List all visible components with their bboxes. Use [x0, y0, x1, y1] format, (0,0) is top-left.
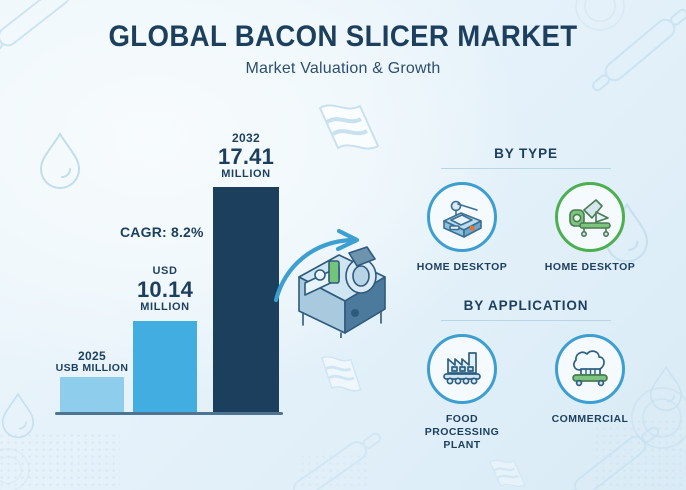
type-card-home-desktop-2[interactable]: HOME DESKTOP: [539, 182, 641, 274]
application-card-1-label: FOOD PROCESSING PLANT: [424, 413, 500, 452]
application-card-food-processing[interactable]: FOOD PROCESSING PLANT: [411, 334, 513, 452]
bar-2032-year: 2032: [232, 131, 260, 145]
application-card-2-circle: [555, 334, 625, 404]
by-application-heading-text: BY APPLICATION: [463, 298, 589, 313]
application-card-2-label: COMMERCIAL: [551, 413, 629, 425]
by-application-panel: BY APPLICATION: [396, 298, 656, 452]
bacon-slicer-machine-illustration: [298, 246, 386, 338]
bar-2025-year: 2025: [78, 349, 106, 363]
bar-10-14-value: 10.14: [136, 276, 194, 302]
by-application-cards: FOOD PROCESSING PLANT: [396, 334, 656, 452]
cagr-annotation: CAGR: 8.2%: [120, 224, 204, 240]
type-card-2-label: HOME DESKTOP: [544, 261, 636, 273]
by-type-cards: HOME DESKTOP: [396, 182, 656, 274]
type-card-2-circle: [555, 182, 625, 252]
bar-chart: 2025 USB MILLION USD 10.14 MILLION 2032 …: [0, 0, 360, 490]
bar-2025-label: 2025 USB MILLION: [32, 350, 152, 374]
page-subtitle: Market Valuation & Growth: [245, 60, 441, 77]
application-card-1-circle: [427, 334, 497, 404]
bar-2025-unit: USB MILLION: [55, 361, 129, 374]
by-type-divider: [441, 168, 611, 169]
application-card-commercial[interactable]: COMMERCIAL: [539, 334, 641, 452]
bar-10-14: [133, 321, 197, 412]
by-type-heading: BY TYPE: [396, 146, 656, 169]
bar-2025: [60, 377, 124, 412]
factory-conveyor-icon: [443, 352, 481, 385]
bar-2032: [213, 187, 279, 412]
type-card-1-circle: [427, 182, 497, 252]
bar-10-14-currency: USD: [152, 265, 178, 277]
conveyor-slicer-icon: [569, 199, 611, 237]
bar-2032-value: 17.41: [217, 143, 275, 169]
bar-10-14-label: USD 10.14 MILLION: [105, 265, 225, 314]
slicer-machine-icon: [443, 200, 482, 238]
chef-hat-conveyor-icon: [572, 350, 608, 387]
bar-2032-label: 2032 17.41 MILLION: [186, 132, 306, 181]
by-application-divider: [441, 320, 611, 321]
type-card-home-desktop-1[interactable]: HOME DESKTOP: [411, 182, 513, 274]
by-application-heading: BY APPLICATION: [396, 298, 656, 321]
bar-2032-unit: MILLION: [221, 167, 271, 180]
by-type-heading-text: BY TYPE: [494, 146, 558, 161]
chart-baseline: [55, 412, 283, 415]
header: GLOBAL BACON SLICER MARKET Market Valuat…: [0, 20, 686, 78]
bar-10-14-unit: MILLION: [140, 300, 190, 313]
type-card-1-label: HOME DESKTOP: [416, 261, 508, 273]
page-title: GLOBAL BACON SLICER MARKET: [108, 20, 578, 53]
by-type-panel: BY TYPE: [396, 146, 656, 274]
